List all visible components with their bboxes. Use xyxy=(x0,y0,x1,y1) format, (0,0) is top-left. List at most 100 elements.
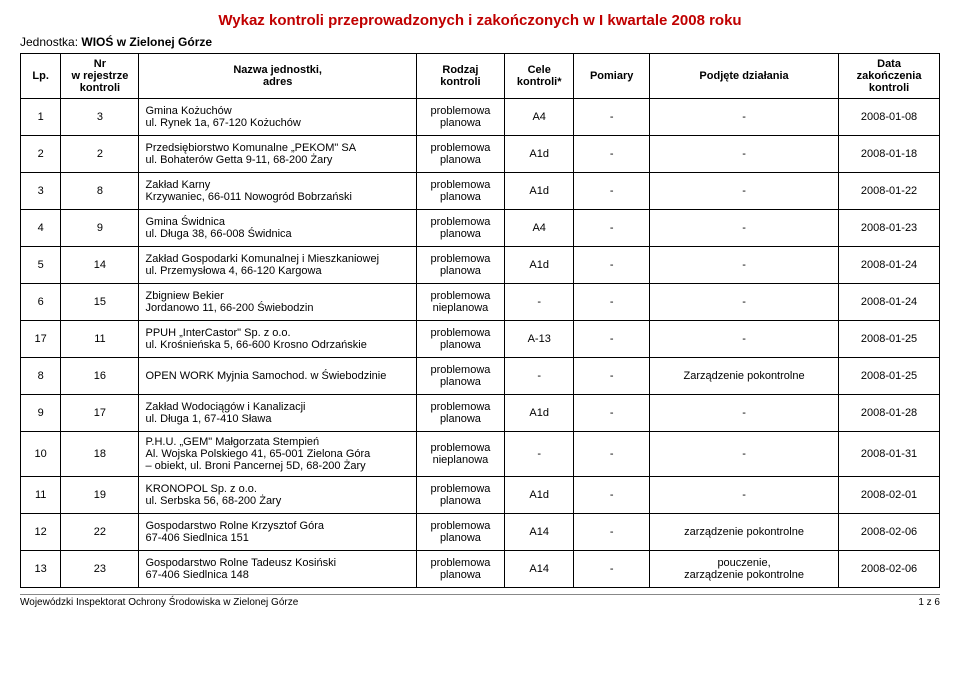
table-row: 13Gmina Kożuchówul. Rynek 1a, 67-120 Koż… xyxy=(21,99,940,136)
cell-lp: 3 xyxy=(21,173,61,210)
table-body: 1 3 Gmina Kożuchówul. Rynek 1a, 67-120 Koż… xyxy=(21,99,940,588)
cell-act: - xyxy=(650,321,839,358)
cell-meas: - xyxy=(574,247,650,284)
cell-name: KRONOPOL Sp. z o.o.ul. Serbska 56, 68-20… xyxy=(139,477,416,514)
cell-act: - xyxy=(650,395,839,432)
cell-act: zarządzenie pokontrolne xyxy=(650,514,839,551)
cell-type: problemowaplanowa xyxy=(416,173,504,210)
cell-meas: - xyxy=(574,395,650,432)
cell-meas: - xyxy=(574,551,650,588)
cell-name: Gospodarstwo Rolne Tadeusz Kosiński67-40… xyxy=(139,551,416,588)
table-row: 49Gmina Świdnicaul. Długa 38, 66-008 Świ… xyxy=(21,210,940,247)
cell-lp: 8 xyxy=(21,358,61,395)
col-lp: Lp. xyxy=(21,54,61,99)
col-meas: Pomiary xyxy=(574,54,650,99)
cell-name: Gmina Świdnicaul. Długa 38, 66-008 Świdn… xyxy=(139,210,416,247)
cell-act: - xyxy=(650,477,839,514)
cell-type: problemowaplanowa xyxy=(416,247,504,284)
cell-goal: A-13 xyxy=(505,321,574,358)
cell-lp: 17 xyxy=(21,321,61,358)
cell-name: OPEN WORK Myjnia Samochod. w Świebodzini… xyxy=(139,358,416,395)
cell-act: - xyxy=(650,210,839,247)
cell-goal: - xyxy=(505,284,574,321)
cell-act: - xyxy=(650,432,839,477)
cell-name: Zakład KarnyKrzywaniec, 66-011 Nowogród … xyxy=(139,173,416,210)
cell-act: - xyxy=(650,99,839,136)
cell-meas: - xyxy=(574,477,650,514)
unit-value: WIOŚ w Zielonej Górze xyxy=(81,35,212,49)
cell-name: P.H.U. „GEM" Małgorzata StempieńAl. Wojs… xyxy=(139,432,416,477)
cell-type: problemowanieplanowa xyxy=(416,432,504,477)
cell-meas: - xyxy=(574,514,650,551)
cell-type: problemowaplanowa xyxy=(416,210,504,247)
cell-meas: - xyxy=(574,173,650,210)
cell-goal: A1d xyxy=(505,136,574,173)
cell-nr: 19 xyxy=(61,477,139,514)
cell-date: 2008-01-25 xyxy=(839,321,940,358)
cell-lp: 2 xyxy=(21,136,61,173)
footer-right: 1 z 6 xyxy=(918,597,940,608)
cell-type: problemowaplanowa xyxy=(416,136,504,173)
cell-type: problemowaplanowa xyxy=(416,358,504,395)
cell-lp: 6 xyxy=(21,284,61,321)
cell-date: 2008-02-06 xyxy=(839,551,940,588)
cell-date: 2008-02-06 xyxy=(839,514,940,551)
cell-goal: - xyxy=(505,432,574,477)
table-header-row: Lp. Nrw rejestrzekontroli Nazwa jednostk… xyxy=(21,54,940,99)
col-type: Rodzajkontroli xyxy=(416,54,504,99)
cell-meas: - xyxy=(574,432,650,477)
table-row: 38Zakład KarnyKrzywaniec, 66-011 Nowogró… xyxy=(21,173,940,210)
footer-left: Wojewódzki Inspektorat Ochrony Środowisk… xyxy=(20,597,298,608)
table-row: 917Zakład Wodociągów i Kanalizacjiul. Dł… xyxy=(21,395,940,432)
cell-name: Gmina Kożuchówul. Rynek 1a, 67-120 Kożuc… xyxy=(139,99,416,136)
cell-goal: A14 xyxy=(505,514,574,551)
cell-date: 2008-02-01 xyxy=(839,477,940,514)
cell-date: 2008-01-24 xyxy=(839,247,940,284)
cell-nr: 14 xyxy=(61,247,139,284)
cell-meas: - xyxy=(574,136,650,173)
cell-type: problemowaplanowa xyxy=(416,99,504,136)
cell-meas: - xyxy=(574,321,650,358)
col-date: Datazakończeniakontroli xyxy=(839,54,940,99)
cell-name: Zakład Gospodarki Komunalnej i Mieszkani… xyxy=(139,247,416,284)
cell-lp: 9 xyxy=(21,395,61,432)
cell-lp: 4 xyxy=(21,210,61,247)
cell-goal: A1d xyxy=(505,173,574,210)
table-row: 1018P.H.U. „GEM" Małgorzata StempieńAl. … xyxy=(21,432,940,477)
table-row: 1222Gospodarstwo Rolne Krzysztof Góra67-… xyxy=(21,514,940,551)
cell-nr: 15 xyxy=(61,284,139,321)
cell-nr: 18 xyxy=(61,432,139,477)
cell-date: 2008-01-28 xyxy=(839,395,940,432)
cell-name: Przedsiębiorstwo Komunalne „PEKOM" SAul.… xyxy=(139,136,416,173)
cell-date: 2008-01-08 xyxy=(839,99,940,136)
cell-name: Gospodarstwo Rolne Krzysztof Góra67-406 … xyxy=(139,514,416,551)
cell-type: problemowaplanowa xyxy=(416,551,504,588)
cell-goal: A1d xyxy=(505,247,574,284)
cell-goal: A1d xyxy=(505,395,574,432)
cell-act: - xyxy=(650,284,839,321)
cell-goal: A4 xyxy=(505,210,574,247)
cell-date: 2008-01-24 xyxy=(839,284,940,321)
cell-meas: - xyxy=(574,210,650,247)
col-act: Podjęte działania xyxy=(650,54,839,99)
cell-type: problemowanieplanowa xyxy=(416,284,504,321)
unit-line: Jednostka: WIOŚ w Zielonej Górze xyxy=(20,35,940,49)
cell-meas: - xyxy=(574,99,650,136)
cell-nr: 11 xyxy=(61,321,139,358)
cell-nr: 16 xyxy=(61,358,139,395)
cell-date: 2008-01-31 xyxy=(839,432,940,477)
cell-nr: 17 xyxy=(61,395,139,432)
col-name: Nazwa jednostki,adres xyxy=(139,54,416,99)
cell-date: 2008-01-25 xyxy=(839,358,940,395)
cell-goal: - xyxy=(505,358,574,395)
cell-type: problemowaplanowa xyxy=(416,321,504,358)
cell-goal: A14 xyxy=(505,551,574,588)
cell-act: - xyxy=(650,136,839,173)
cell-type: problemowaplanowa xyxy=(416,514,504,551)
cell-lp: 1 xyxy=(21,99,61,136)
footer: Wojewódzki Inspektorat Ochrony Środowisk… xyxy=(20,594,940,608)
cell-name: Zakład Wodociągów i Kanalizacjiul. Długa… xyxy=(139,395,416,432)
table-row: 1119KRONOPOL Sp. z o.o.ul. Serbska 56, 6… xyxy=(21,477,940,514)
table-row: 22Przedsiębiorstwo Komunalne „PEKOM" SAu… xyxy=(21,136,940,173)
cell-nr: 8 xyxy=(61,173,139,210)
